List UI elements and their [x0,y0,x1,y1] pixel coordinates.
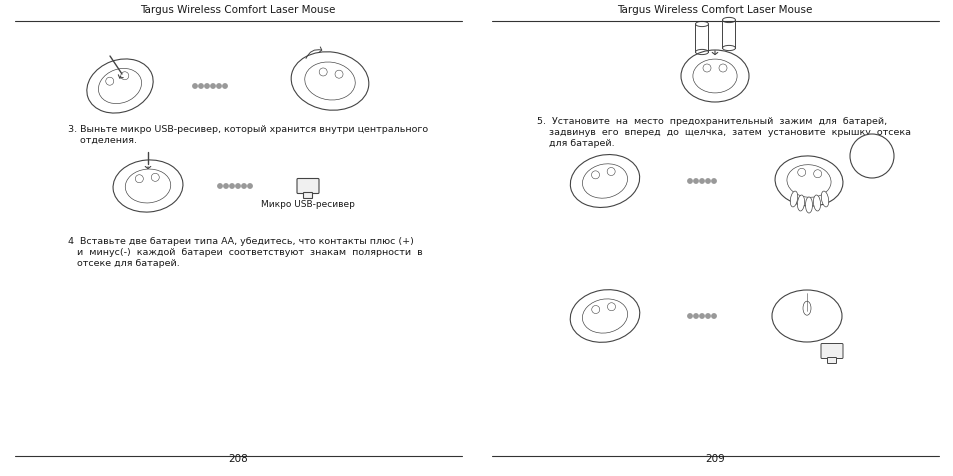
Text: отделения.: отделения. [68,136,137,145]
Ellipse shape [789,192,797,208]
Circle shape [687,314,692,318]
Ellipse shape [797,196,803,211]
Ellipse shape [87,60,153,114]
FancyBboxPatch shape [862,158,874,166]
Text: для батарей.: для батарей. [537,139,614,148]
Circle shape [193,85,197,89]
Ellipse shape [821,192,828,208]
Circle shape [216,85,221,89]
Text: 4  Вставьте две батареи типа АА, убедитесь, что контакты плюс (+): 4 Вставьте две батареи типа АА, убедитес… [68,237,414,246]
Text: задвинув  его  вперед  до  щелчка,  затем  установите  крышку  отсека: задвинув его вперед до щелчка, затем уст… [537,128,910,137]
Text: 5.  Установите  на  место  предохранительный  зажим  для  батарей,: 5. Установите на место предохранительный… [537,117,886,126]
FancyBboxPatch shape [303,193,313,199]
Circle shape [235,184,240,189]
Text: 208: 208 [228,453,248,463]
Circle shape [230,184,233,189]
Ellipse shape [680,51,748,103]
Ellipse shape [804,198,812,214]
Circle shape [711,314,716,318]
Ellipse shape [291,53,369,111]
Circle shape [224,184,228,189]
Text: 209: 209 [704,453,724,463]
Circle shape [700,179,703,184]
Text: Микро USB-ресивер: Микро USB-ресивер [261,199,355,208]
Circle shape [687,179,692,184]
Text: и  минус(-)  каждой  батареи  соответствуют  знакам  полярности  в: и минус(-) каждой батареи соответствуют … [68,248,422,257]
Circle shape [211,85,215,89]
Circle shape [711,179,716,184]
Ellipse shape [570,290,639,343]
Text: 3. Выньте микро USB-ресивер, который хранится внутри центрального: 3. Выньте микро USB-ресивер, который хра… [68,125,428,134]
Circle shape [198,85,203,89]
Ellipse shape [813,196,820,211]
Text: Targus Wireless Comfort Laser Mouse: Targus Wireless Comfort Laser Mouse [140,5,335,15]
Text: отсеке для батарей.: отсеке для батарей. [68,258,179,268]
Circle shape [248,184,252,189]
Circle shape [705,179,709,184]
Circle shape [223,85,227,89]
Text: Targus Wireless Comfort Laser Mouse: Targus Wireless Comfort Laser Mouse [617,5,812,15]
Circle shape [693,314,698,318]
Circle shape [849,135,893,178]
Ellipse shape [774,157,842,207]
Ellipse shape [771,290,841,342]
Circle shape [693,179,698,184]
Circle shape [700,314,703,318]
FancyBboxPatch shape [821,344,842,359]
Circle shape [241,184,246,189]
Ellipse shape [113,160,183,213]
Circle shape [205,85,209,89]
Ellipse shape [570,155,639,208]
Circle shape [217,184,222,189]
FancyBboxPatch shape [826,358,836,364]
Circle shape [705,314,709,318]
FancyBboxPatch shape [296,179,318,194]
